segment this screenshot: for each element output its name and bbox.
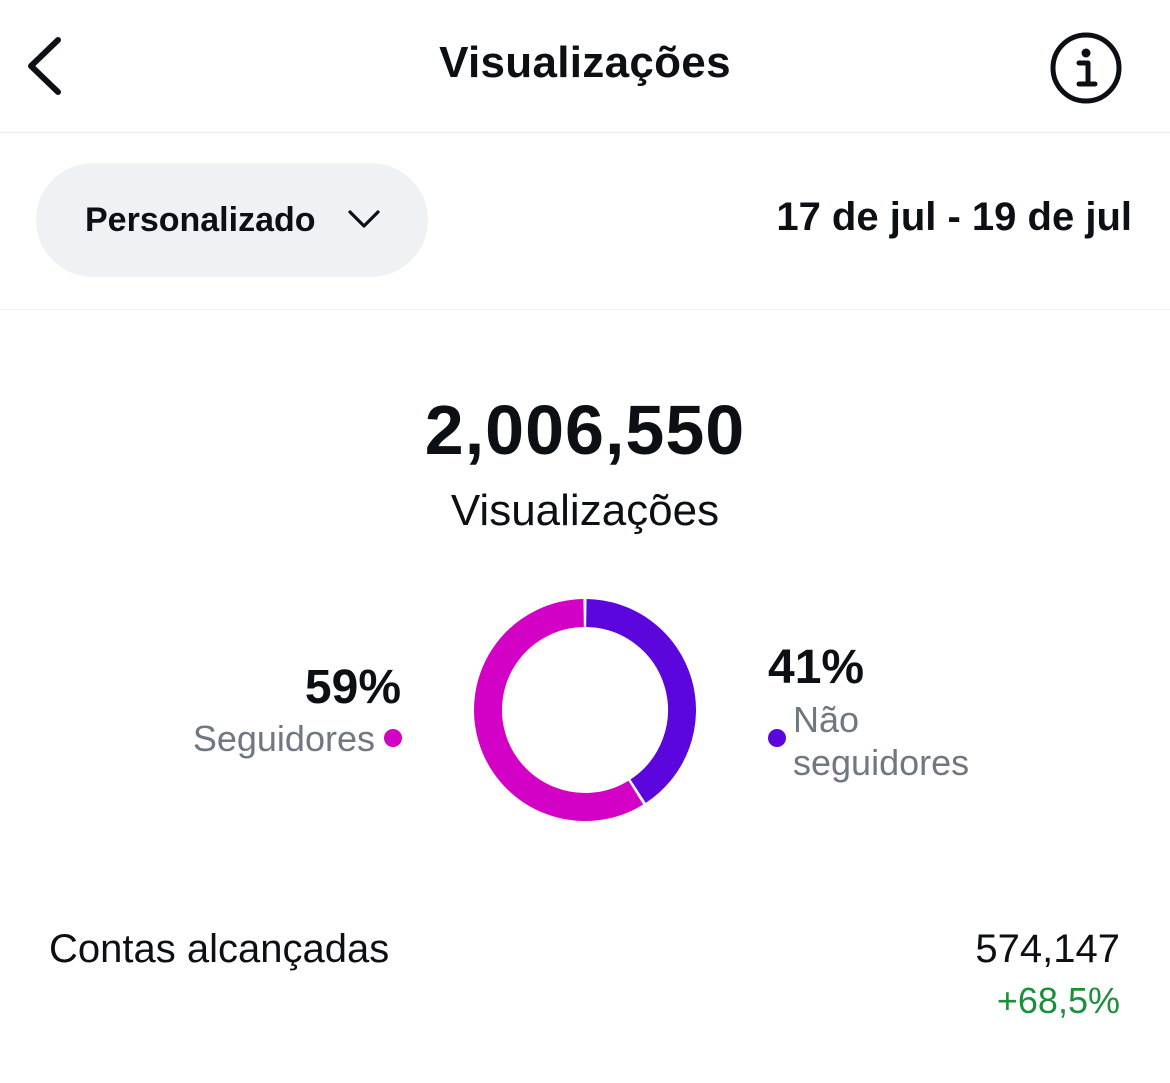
- followers-percent: 59%: [304, 661, 401, 714]
- back-button[interactable]: [18, 30, 78, 102]
- period-dropdown[interactable]: Personalizado: [36, 163, 428, 277]
- non-followers-arc: [585, 599, 696, 803]
- non-followers-legend-dot: [768, 729, 786, 747]
- info-button[interactable]: [1046, 28, 1126, 108]
- chevron-down-icon: [348, 210, 380, 228]
- followers-arc: [474, 599, 644, 821]
- filter-row: Personalizado 17 de jul - 19 de jul: [0, 133, 1170, 310]
- non-followers-percent: 41%: [768, 641, 865, 694]
- chevron-left-icon: [28, 37, 61, 95]
- date-range: 17 de jul - 19 de jul: [776, 195, 1132, 239]
- info-icon: [1050, 32, 1122, 104]
- total-views-value: 2,006,550: [424, 391, 746, 469]
- followers-legend-dot: [384, 729, 402, 747]
- page-title: Visualizações: [439, 38, 731, 87]
- accounts-reached-label: Contas alcançadas: [49, 927, 390, 971]
- accounts-reached-value: 574,147: [975, 927, 1120, 971]
- accounts-reached-change: +68,5%: [996, 980, 1120, 1021]
- followers-label: Seguidores: [192, 718, 375, 759]
- top-bar: Visualizações: [0, 0, 1170, 133]
- non-followers-label: Não seguidores: [793, 699, 970, 783]
- period-label: Personalizado: [85, 201, 316, 239]
- audience-donut-chart: [474, 599, 696, 821]
- total-views-label: Visualizações: [450, 486, 720, 535]
